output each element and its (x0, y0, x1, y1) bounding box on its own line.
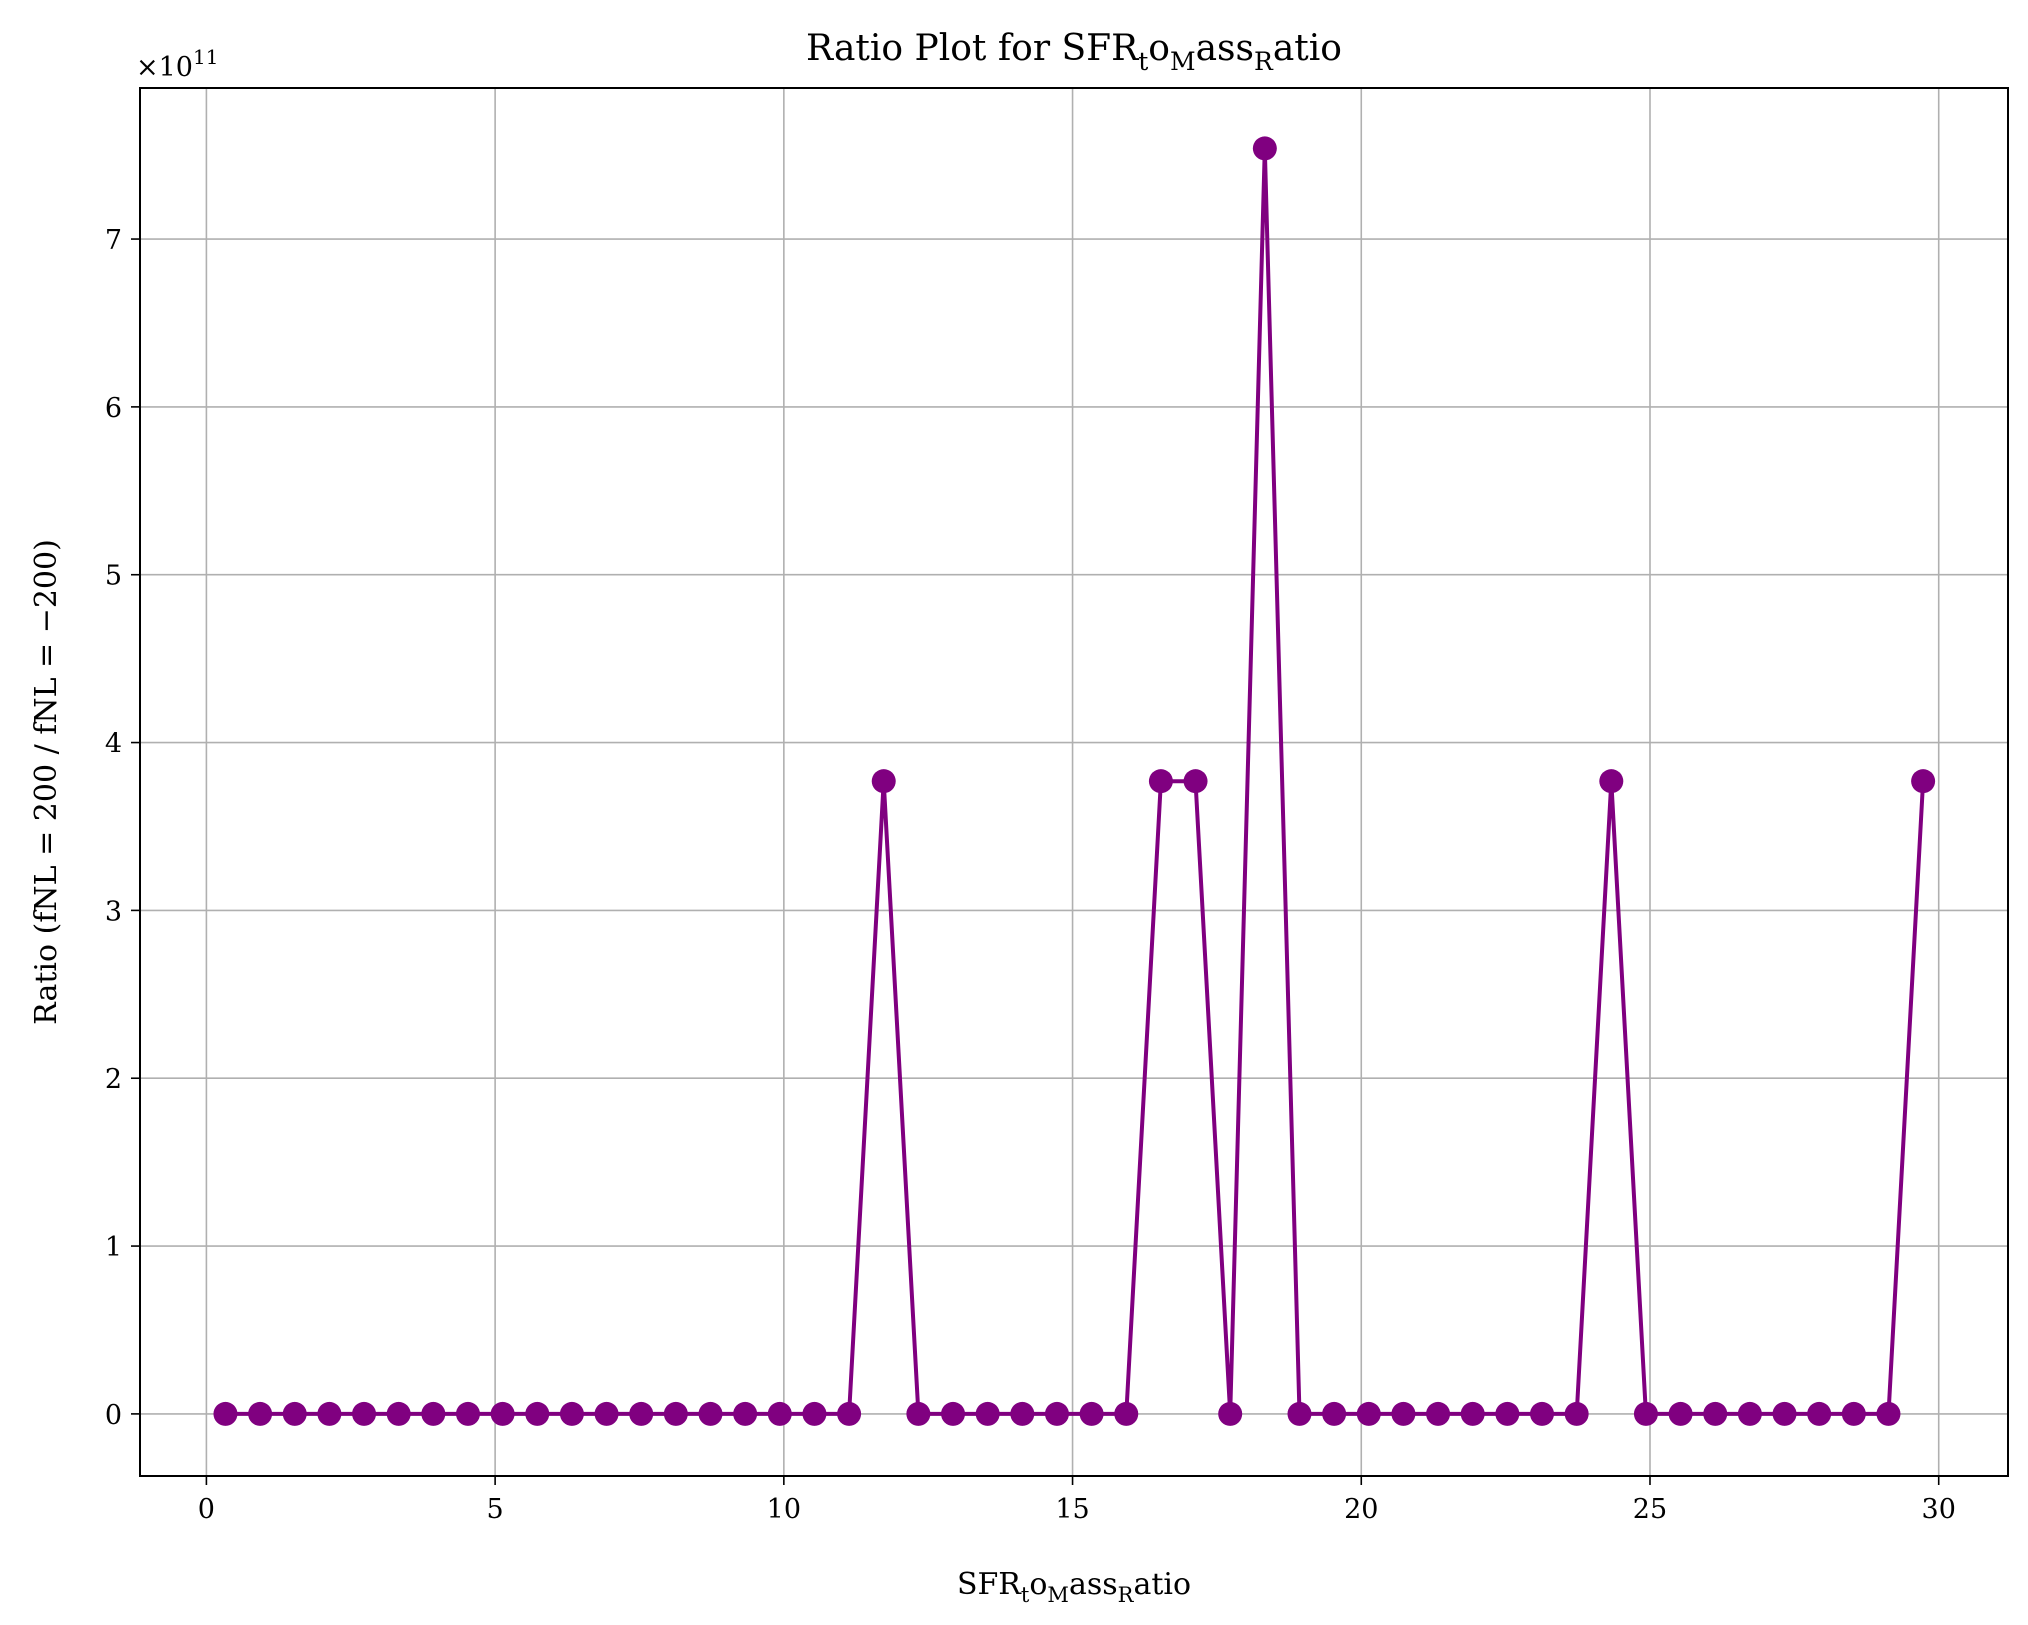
data-point (1322, 1401, 1347, 1426)
y-tick-label: 1 (105, 1232, 122, 1263)
y-tick-label: 6 (105, 393, 122, 424)
data-point (1530, 1401, 1555, 1426)
x-tick-label: 0 (198, 1494, 215, 1525)
x-gridlines (205, 88, 1940, 1476)
x-tick-label: 30 (1922, 1494, 1956, 1525)
data-point (1668, 1401, 1693, 1426)
data-point (1079, 1401, 1104, 1426)
data-point (767, 1401, 792, 1426)
data-point (975, 1401, 1000, 1426)
data-point (352, 1401, 377, 1426)
data-point (1010, 1401, 1035, 1426)
data-point (1876, 1401, 1901, 1426)
data-point (248, 1401, 273, 1426)
data-point (1599, 769, 1624, 794)
chart-title: Ratio Plot for SFRtoMassRatio (806, 28, 1342, 76)
data-point (941, 1401, 966, 1426)
data-point (1252, 136, 1277, 161)
x-tick-labels: 0 5 10 15 20 25 30 (198, 1494, 1956, 1525)
data-point (1772, 1401, 1797, 1426)
data-point (1183, 769, 1208, 794)
plot-frame (139, 87, 2009, 1477)
data-point (525, 1401, 550, 1426)
data-point (490, 1401, 515, 1426)
y-axis-label: Ratio (fNL = 200 / fNL = −200) (29, 539, 64, 1025)
y-tick-label: 5 (105, 561, 122, 592)
data-point (1044, 1401, 1069, 1426)
data-point (1426, 1401, 1451, 1426)
data-point (1460, 1401, 1485, 1426)
data-point (1841, 1401, 1866, 1426)
y-tick-labels: 0 1 2 3 4 5 6 7 (105, 225, 122, 1431)
data-point (1148, 769, 1173, 794)
x-tick-label: 10 (767, 1494, 801, 1525)
data-point (213, 1401, 238, 1426)
x-tick-label: 25 (1633, 1494, 1667, 1525)
y-tick-label: 7 (105, 225, 122, 256)
data-point (1287, 1401, 1312, 1426)
data-point (421, 1401, 446, 1426)
data-point (1737, 1401, 1762, 1426)
data-point (837, 1401, 862, 1426)
y-tick-label: 2 (105, 1064, 122, 1095)
data-point (1495, 1401, 1520, 1426)
data-point (906, 1401, 931, 1426)
data-point (594, 1401, 619, 1426)
data-point (802, 1401, 827, 1426)
y-gridlines (140, 238, 2008, 1415)
data-point (317, 1401, 342, 1426)
data-point (282, 1401, 307, 1426)
data-point (455, 1401, 480, 1426)
x-tick-label: 15 (1055, 1494, 1089, 1525)
data-series (213, 136, 1936, 1426)
data-point (1911, 769, 1936, 794)
data-point (1356, 1401, 1381, 1426)
data-point (386, 1401, 411, 1426)
data-point (871, 769, 896, 794)
data-point (1633, 1401, 1658, 1426)
data-point (559, 1401, 584, 1426)
y-tick-label: 4 (105, 729, 122, 760)
data-point (733, 1401, 758, 1426)
data-point (1703, 1401, 1728, 1426)
data-point (1807, 1401, 1832, 1426)
y-tick-label: 3 (105, 896, 122, 927)
x-tick-label: 5 (487, 1494, 504, 1525)
data-point (698, 1401, 723, 1426)
data-point (1391, 1401, 1416, 1426)
data-point (1564, 1401, 1589, 1426)
x-tick-label: 20 (1344, 1494, 1378, 1525)
x-axis-label: SFRtoMassRatio (957, 1567, 1191, 1607)
data-point (1114, 1401, 1139, 1426)
axis-ticks (131, 238, 1940, 1485)
y-tick-label: 0 (105, 1400, 122, 1431)
data-point (629, 1401, 654, 1426)
data-point (1218, 1401, 1243, 1426)
data-point (663, 1401, 688, 1426)
y-offset-label: ×1011 (136, 45, 218, 83)
